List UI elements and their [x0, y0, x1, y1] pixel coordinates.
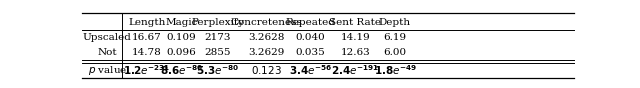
Text: $p$ value: $p$ value — [88, 64, 127, 77]
Text: Length: Length — [128, 18, 166, 27]
Text: 16.67: 16.67 — [132, 33, 162, 42]
Text: $\mathbf{1.2}e^{\mathbf{-231}}$: $\mathbf{1.2}e^{\mathbf{-231}}$ — [124, 63, 171, 77]
Text: 3.2629: 3.2629 — [248, 48, 284, 57]
Text: $\mathbf{2.4}e^{\mathbf{-191}}$: $\mathbf{2.4}e^{\mathbf{-191}}$ — [332, 63, 380, 77]
Text: 14.19: 14.19 — [340, 33, 370, 42]
Text: Repeated: Repeated — [285, 18, 335, 27]
Text: Concreteness: Concreteness — [230, 18, 302, 27]
Text: Depth: Depth — [379, 18, 411, 27]
Text: 3.2628: 3.2628 — [248, 33, 284, 42]
Text: $\mathbf{5.3}e^{\mathbf{-80}}$: $\mathbf{5.3}e^{\mathbf{-80}}$ — [196, 63, 239, 77]
Text: Perplexity: Perplexity — [191, 18, 244, 27]
Text: Magic: Magic — [166, 18, 198, 27]
Text: Not: Not — [97, 48, 117, 57]
Text: 2855: 2855 — [205, 48, 231, 57]
Text: $\mathbf{8.6}e^{\mathbf{-80}}$: $\mathbf{8.6}e^{\mathbf{-80}}$ — [160, 63, 204, 77]
Text: 2173: 2173 — [205, 33, 231, 42]
Text: Upscaled: Upscaled — [83, 33, 132, 42]
Text: $0.123$: $0.123$ — [251, 64, 282, 76]
Text: 0.035: 0.035 — [296, 48, 326, 57]
Text: 0.109: 0.109 — [167, 33, 196, 42]
Text: 12.63: 12.63 — [340, 48, 370, 57]
Text: 14.78: 14.78 — [132, 48, 162, 57]
Text: $\mathbf{1.8}e^{\mathbf{-49}}$: $\mathbf{1.8}e^{\mathbf{-49}}$ — [374, 63, 417, 77]
Text: $\mathbf{3.4}e^{\mathbf{-56}}$: $\mathbf{3.4}e^{\mathbf{-56}}$ — [289, 63, 332, 77]
Text: Sent Rate: Sent Rate — [330, 18, 381, 27]
Text: 6.00: 6.00 — [383, 48, 406, 57]
Text: 0.096: 0.096 — [167, 48, 196, 57]
Text: 0.040: 0.040 — [296, 33, 326, 42]
Text: 6.19: 6.19 — [383, 33, 406, 42]
